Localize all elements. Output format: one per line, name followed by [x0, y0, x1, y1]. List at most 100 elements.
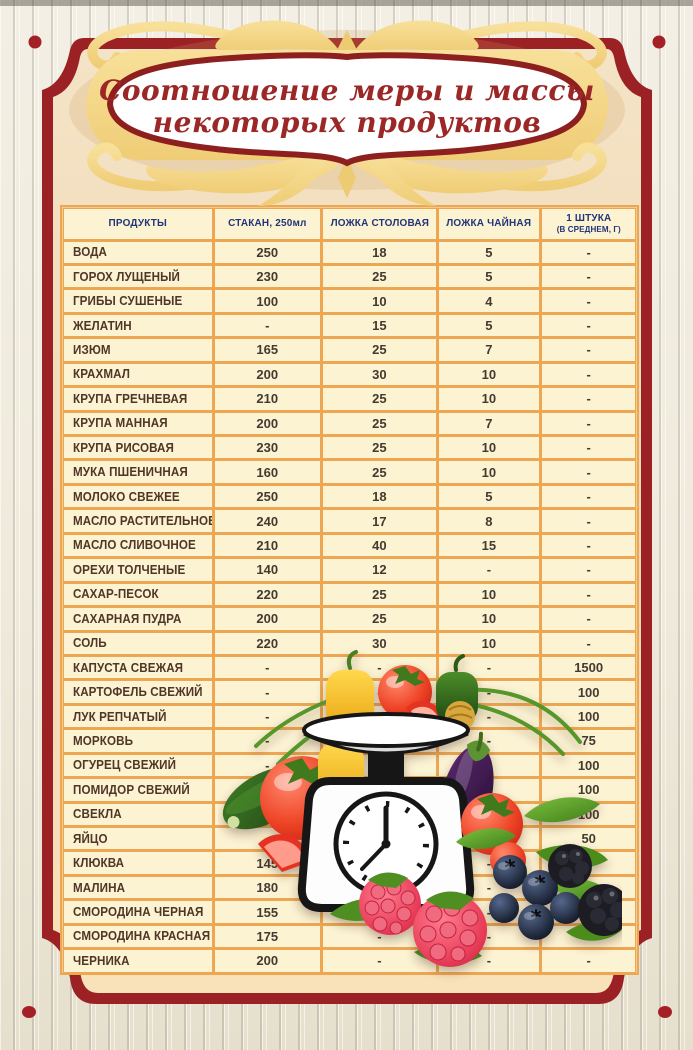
product-name: СОЛЬ	[72, 636, 107, 651]
glass-value-cell: -	[214, 681, 320, 703]
glass-value-cell: 140	[214, 559, 320, 581]
teaspoon-value-cell: 7	[438, 412, 539, 434]
teaspoon-value-cell: 5	[438, 265, 539, 288]
corner-dot	[652, 35, 666, 49]
corner-dot	[28, 35, 42, 49]
tablespoon-value-cell: 30	[322, 363, 436, 386]
blackberries	[548, 844, 622, 936]
product-name-cell: САХАР-ПЕСОК	[63, 583, 212, 606]
product-name-cell: ОГУРЕЦ СВЕЖИЙ	[63, 754, 212, 777]
tablespoon-value-cell: 17	[322, 510, 436, 532]
table-row: ВОДА 250 18 5 -	[62, 240, 637, 264]
product-name-cell: ВОДА	[63, 241, 212, 263]
table-row: КРУПА МАННАЯ 200 25 7 -	[62, 411, 637, 435]
glass-value-cell: 160	[214, 461, 320, 483]
product-name-cell: МАСЛО РАСТИТЕЛЬНОЕ	[63, 510, 212, 532]
column-header-label: ЛОЖКА ЧАЙНАЯ	[446, 216, 532, 229]
glass-value-cell: 250	[214, 241, 320, 263]
product-name-cell: КАПУСТА СВЕЖАЯ	[63, 656, 212, 679]
table-row: МОЛОКО СВЕЖЕЕ 250 18 5 -	[62, 484, 637, 508]
piece-value-cell: -	[541, 583, 636, 606]
corner-dot	[22, 1006, 36, 1018]
title-banner	[106, 52, 588, 167]
product-name-cell: ПОМИДОР СВЕЖИЙ	[63, 779, 212, 801]
tablespoon-value-cell: 15	[322, 314, 436, 337]
column-header-label: 1 ШТУКА	[566, 211, 612, 224]
piece-value-cell: -	[541, 314, 636, 337]
product-name: СМОРОДИНА ЧЕРНАЯ	[72, 905, 203, 920]
tablespoon-value-cell: -	[322, 950, 436, 972]
tablespoon-value-cell: 25	[322, 265, 436, 288]
product-name: ГРИБЫ СУШЕНЫЕ	[72, 294, 182, 309]
table-row: КРАХМАЛ 200 30 10 -	[62, 362, 637, 386]
glass-value-cell: 200	[214, 363, 320, 386]
product-name-cell: ГРИБЫ СУШЕНЫЕ	[63, 290, 212, 312]
glass-value-cell: 200	[214, 608, 320, 630]
product-name: КЛЮКВА	[72, 856, 124, 871]
product-name: СМОРОДИНА КРАСНАЯ	[72, 929, 210, 944]
column-header-label: ЛОЖКА СТОЛОВАЯ	[330, 216, 429, 229]
piece-value-cell: 75	[541, 730, 636, 752]
piece-value-cell: -	[541, 265, 636, 288]
product-name: САХАР-ПЕСОК	[72, 587, 159, 602]
tablespoon-value-cell: 25	[322, 412, 436, 434]
piece-value-cell: 100	[541, 705, 636, 728]
product-name-cell: ИЗЮМ	[63, 339, 212, 361]
table-row: СМОРОДИНА КРАСНАЯ 175 - - -	[62, 924, 637, 948]
piece-value-cell: -	[541, 339, 636, 361]
glass-value-cell: 175	[214, 925, 320, 948]
corner-dot	[658, 1006, 672, 1018]
product-name-cell: ЯЙЦО	[63, 828, 212, 850]
glass-value-cell: 200	[214, 950, 320, 972]
glass-value-cell: 200	[214, 412, 320, 434]
product-name: ОРЕХИ ТОЛЧЕНЫЕ	[72, 562, 185, 577]
tablespoon-value-cell: 18	[322, 485, 436, 508]
column-header-cell: ЛОЖКА СТОЛОВАЯ	[322, 208, 436, 239]
column-header-cell: СТАКАН, 250мл	[214, 208, 320, 239]
piece-value-cell: -	[541, 437, 636, 459]
product-name: МАЛИНА	[72, 880, 125, 895]
tablespoon-value-cell: 12	[322, 559, 436, 581]
table-row: ГОРОХ ЛУЩЕНЫЙ 230 25 5 -	[62, 264, 637, 288]
scale-vegetables-berries-illustration	[222, 650, 622, 967]
product-name-cell: ЧЕРНИКА	[63, 950, 212, 972]
piece-value-cell: 100	[541, 754, 636, 777]
table-row: САХАРНАЯ ПУДРА 200 25 10 -	[62, 607, 637, 631]
product-name: ЖЕЛАТИН	[72, 318, 132, 333]
product-name-cell: КРУПА МАННАЯ	[63, 412, 212, 434]
measure-table: ПРОДУКТЫ СТАКАН, 250мл ЛОЖКА СТОЛОВАЯ ЛО…	[62, 207, 637, 973]
teaspoon-value-cell: 10	[438, 363, 539, 386]
product-name: САХАРНАЯ ПУДРА	[72, 611, 181, 626]
piece-value-cell: -	[541, 461, 636, 483]
table-row: ИЗЮМ 165 25 7 -	[62, 338, 637, 362]
glass-value-cell: -	[214, 314, 320, 337]
piece-value-cell: -	[541, 632, 636, 654]
product-name: ЧЕРНИКА	[72, 953, 130, 968]
teaspoon-value-cell: 15	[438, 534, 539, 557]
title-line-2: некоторых продуктов	[152, 106, 542, 139]
product-name: ЯЙЦО	[72, 831, 108, 846]
product-name: ОГУРЕЦ СВЕЖИЙ	[72, 758, 176, 773]
tablespoon-value-cell: 10	[322, 290, 436, 312]
product-name: МУКА ПШЕНИЧНАЯ	[72, 465, 188, 480]
glass-value-cell: 165	[214, 339, 320, 361]
table-row: КРУПА ГРЕЧНЕВАЯ 210 25 10 -	[62, 387, 637, 411]
product-name: ВОДА	[72, 245, 107, 260]
product-name-cell: МОРКОВЬ	[63, 730, 212, 752]
table-row: САХАР-ПЕСОК 220 25 10 -	[62, 582, 637, 606]
teaspoon-value-cell: 10	[438, 388, 539, 410]
table-row: КРУПА РИСОВАЯ 230 25 10 -	[62, 436, 637, 460]
product-name: МОРКОВЬ	[72, 733, 133, 748]
piece-value-cell: -	[541, 388, 636, 410]
tablespoon-value-cell: 25	[322, 608, 436, 630]
column-header-cell: ПРОДУКТЫ	[63, 208, 212, 239]
product-name: ИЗЮМ	[72, 342, 111, 357]
product-name: КРУПА МАННАЯ	[72, 416, 168, 431]
piece-value-cell: 50	[541, 828, 636, 850]
product-name: ГОРОХ ЛУЩЕНЫЙ	[72, 269, 180, 284]
product-name: МАСЛО СЛИВОЧНОЕ	[72, 538, 196, 553]
raspberry	[413, 891, 487, 967]
table-row: МУКА ПШЕНИЧНАЯ 160 25 10 -	[62, 460, 637, 484]
product-name-cell: КАРТОФЕЛЬ СВЕЖИЙ	[63, 681, 212, 703]
product-name-cell: САХАРНАЯ ПУДРА	[63, 608, 212, 630]
